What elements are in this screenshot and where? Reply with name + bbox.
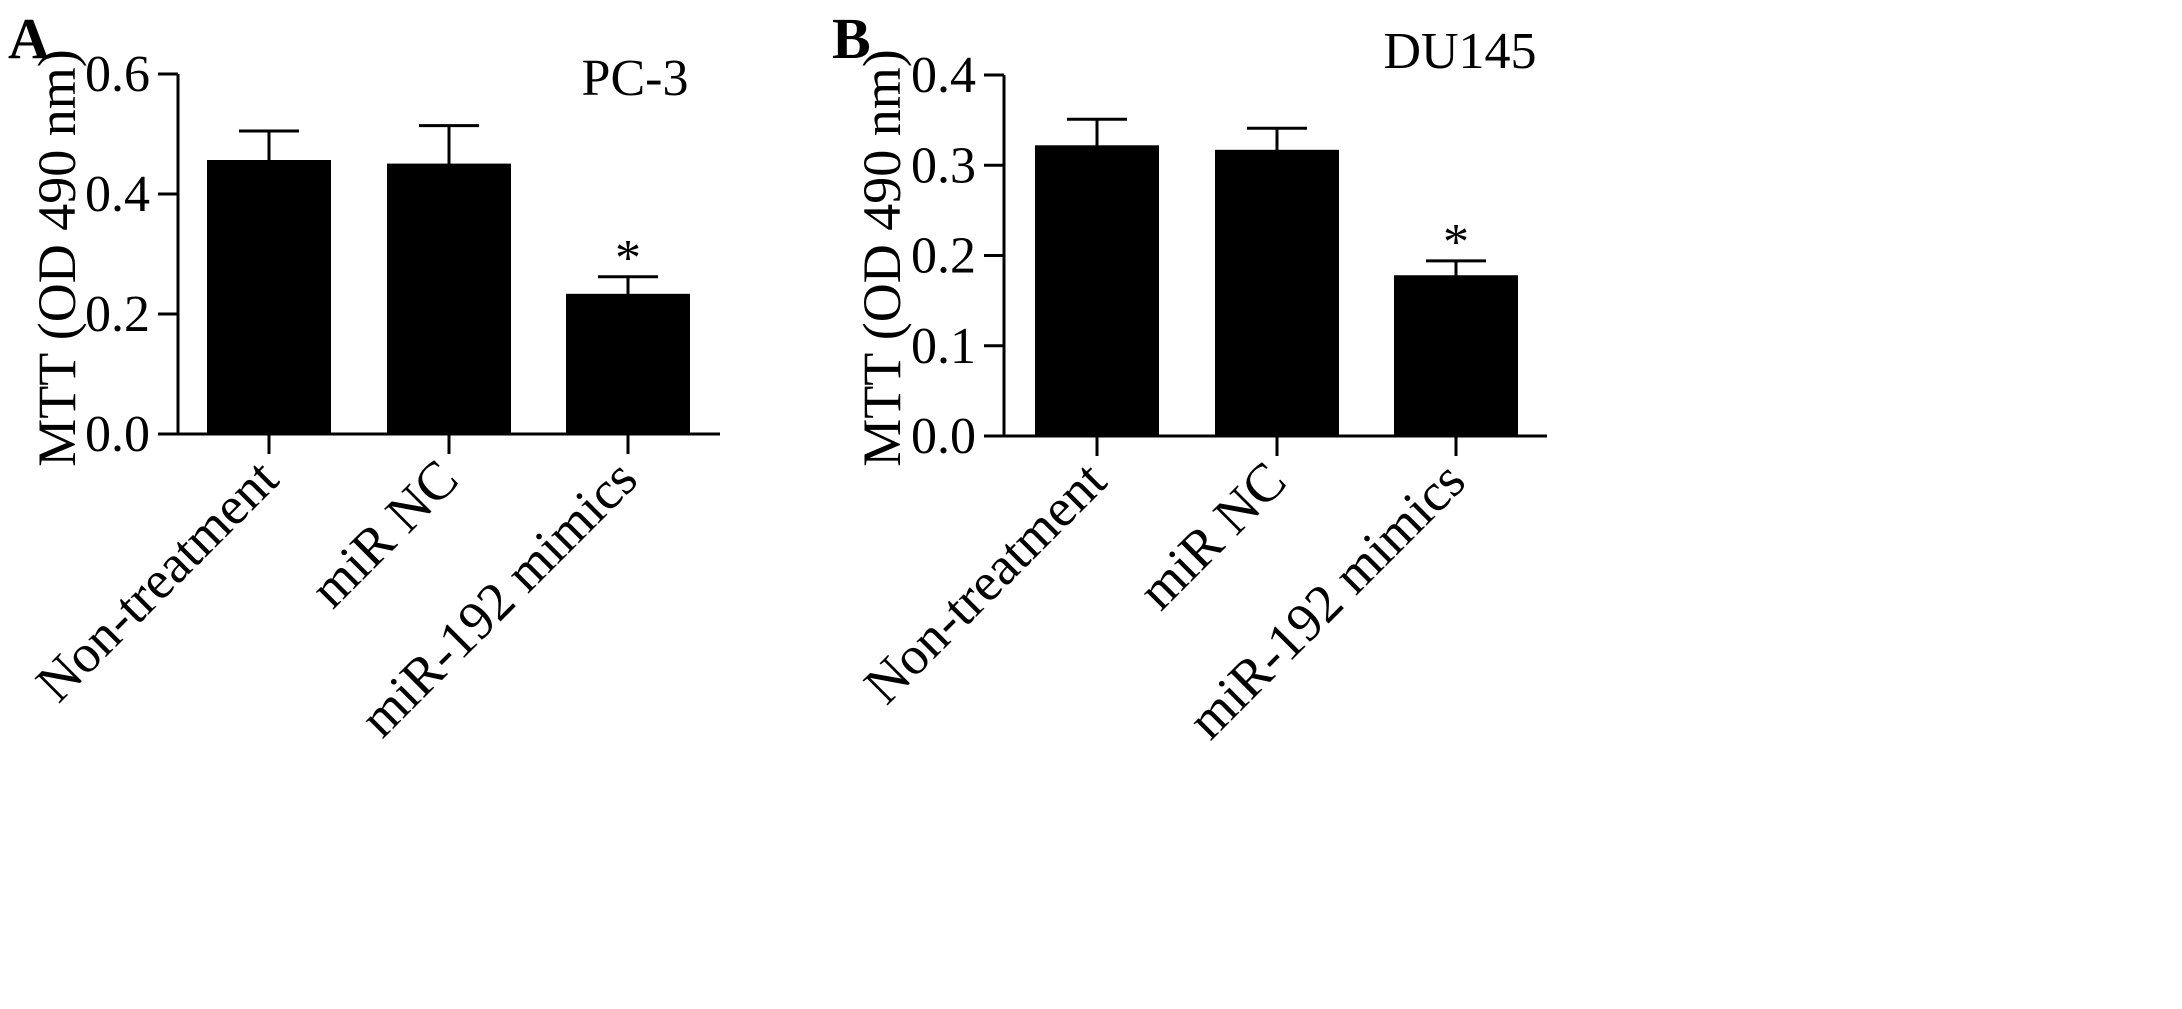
- panel-b-y-axis-label: MTT (OD 490 nm): [852, 49, 912, 466]
- panel-b-letter: B: [832, 6, 871, 71]
- bar: [1394, 275, 1518, 437]
- y-tick-label: 0.1: [911, 318, 976, 375]
- panel-a-y-axis-label: MTT (OD 490 nm): [27, 49, 87, 466]
- bar: [1035, 145, 1159, 438]
- bar: [207, 160, 331, 435]
- y-tick-label: 0.0: [85, 406, 150, 463]
- panel-b-title: DU145: [1383, 23, 1536, 80]
- category-label: Non-treatment: [852, 450, 1117, 715]
- panel-a-title: PC-3: [582, 50, 689, 107]
- category-label: miR NC: [299, 448, 470, 619]
- y-tick-label: 0.6: [85, 46, 150, 103]
- panel-a: A PC-3 MTT (OD 490 nm) 0.0 0.2 0.4 0.6 Non-t…: [8, 6, 720, 748]
- y-tick-label: 0.4: [911, 47, 976, 104]
- y-tick-label: 0.0: [911, 408, 976, 465]
- significance-marker: *: [615, 230, 641, 287]
- bar: [387, 163, 511, 435]
- y-tick-label: 0.4: [85, 166, 150, 223]
- y-tick-label: 0.3: [911, 137, 976, 194]
- bar: [1215, 149, 1339, 437]
- significance-marker: *: [1443, 214, 1469, 271]
- panel-b: B DU145 MTT (OD 490 nm) 0.0 0.1 0.2 0.3 0.4 N…: [832, 6, 1547, 750]
- category-label: miR NC: [1127, 450, 1298, 621]
- y-tick-label: 0.2: [911, 228, 976, 285]
- category-label: Non-treatment: [24, 448, 289, 713]
- y-tick-label: 0.2: [85, 286, 150, 343]
- bar: [566, 293, 690, 435]
- panel-a-letter: A: [8, 6, 50, 71]
